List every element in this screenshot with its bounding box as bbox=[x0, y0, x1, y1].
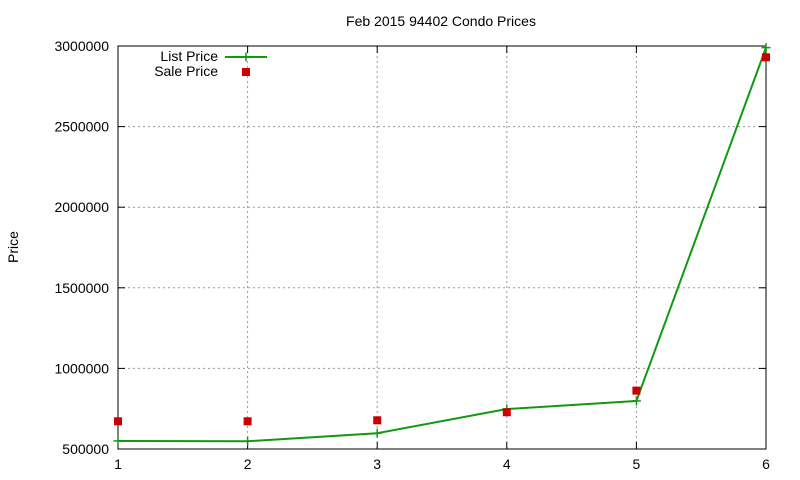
x-tick-label: 5 bbox=[633, 456, 641, 472]
list-price-point bbox=[761, 43, 771, 53]
x-tick-label: 1 bbox=[114, 456, 122, 472]
list-price-point bbox=[372, 428, 382, 438]
list-price-point bbox=[243, 436, 253, 446]
legend-entry-sale-price: Sale Price bbox=[154, 63, 250, 79]
axis-ticks: 1 2 3 4 5 6 500000 1000000 1500000 2000000 2500000… bbox=[54, 38, 770, 472]
y-axis-label: Price bbox=[5, 231, 21, 263]
y-tick-label: 2500000 bbox=[54, 119, 109, 135]
legend-entry-list-price: List Price bbox=[160, 48, 267, 64]
chart-title: Feb 2015 94402 Condo Prices bbox=[346, 13, 536, 29]
list-price-point bbox=[631, 396, 641, 406]
y-tick-label: 1500000 bbox=[54, 280, 109, 296]
y-tick-label: 1000000 bbox=[54, 360, 109, 376]
y-tick-label: 2000000 bbox=[54, 199, 109, 215]
sale-price-point bbox=[243, 417, 252, 426]
legend-label-sale-price: Sale Price bbox=[154, 63, 218, 79]
series bbox=[113, 43, 771, 446]
legend-swatch-sale-price bbox=[242, 68, 250, 76]
y-tick-label: 3000000 bbox=[54, 38, 109, 54]
sale-price-point bbox=[114, 417, 122, 426]
x-tick-label: 2 bbox=[244, 456, 252, 472]
plot-frame bbox=[117, 45, 767, 450]
x-tick-label: 3 bbox=[373, 456, 381, 472]
sale-price-point bbox=[762, 53, 770, 62]
list-price-line bbox=[117, 47, 767, 443]
sale-price-point bbox=[373, 416, 382, 425]
y-tick-label: 500000 bbox=[62, 441, 109, 457]
x-tick-label: 6 bbox=[762, 456, 770, 472]
list-price-point bbox=[113, 436, 123, 446]
sale-price-point bbox=[502, 408, 511, 417]
series-list-price bbox=[113, 43, 771, 446]
series-sale-price bbox=[114, 53, 770, 426]
x-tick-label: 4 bbox=[503, 456, 511, 472]
sale-price-point bbox=[632, 386, 641, 395]
legend-label-list-price: List Price bbox=[160, 48, 218, 64]
grid bbox=[118, 46, 766, 449]
